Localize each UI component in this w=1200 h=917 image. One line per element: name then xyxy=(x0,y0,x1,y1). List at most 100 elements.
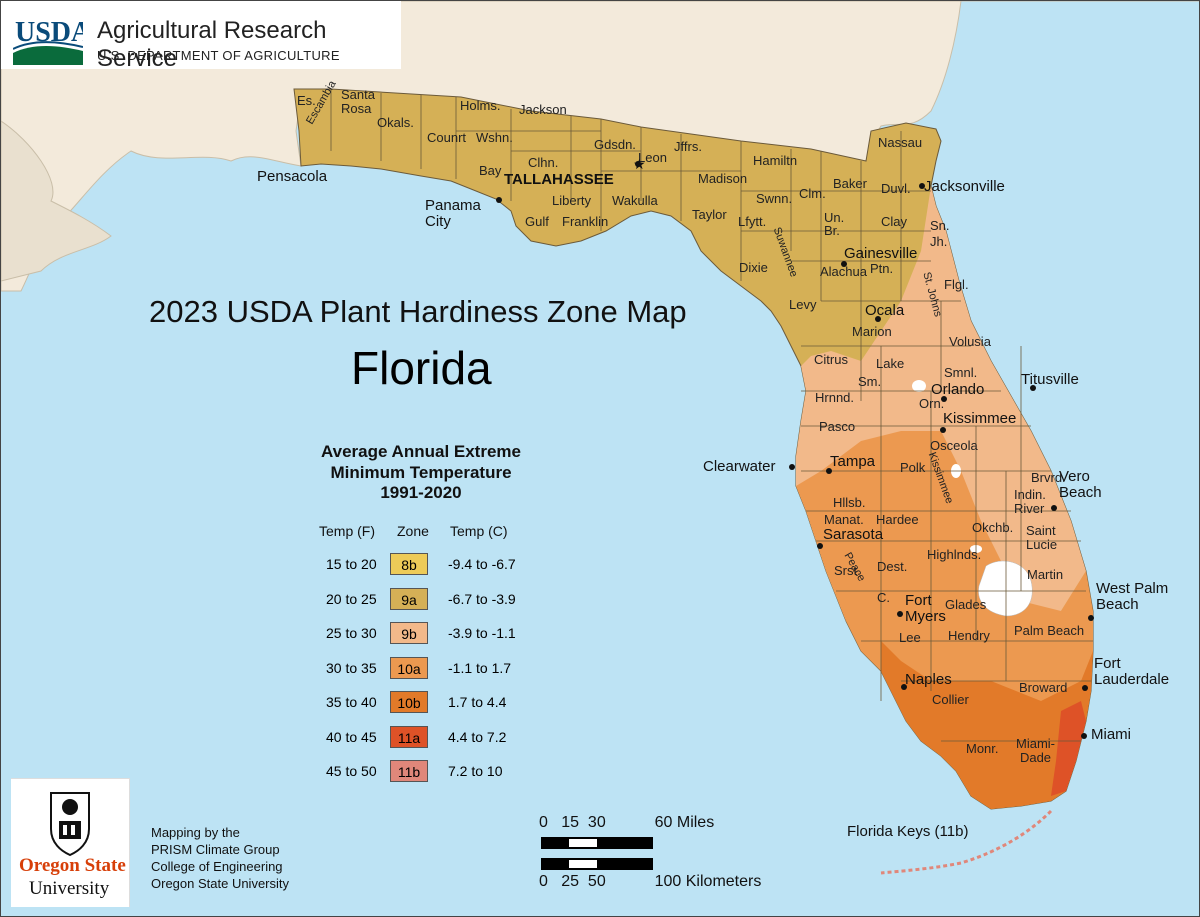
county-label: Santa Rosa xyxy=(341,87,375,116)
legend-title: Average Annual Extreme Minimum Temperatu… xyxy=(291,442,551,504)
county-label: Swnn. xyxy=(756,191,793,206)
credit-line: PRISM Climate Group xyxy=(151,841,280,857)
legend-temp-f: 35 to 40 xyxy=(326,694,377,710)
county-label: Lake xyxy=(876,356,905,371)
legend-row: 25 to 30 9b -3.9 to -1.1 xyxy=(301,622,561,646)
department-name: U.S. DEPARTMENT OF AGRICULTURE xyxy=(97,48,340,63)
legend-zone-swatch: 11b xyxy=(390,760,428,782)
county-label: Sm. xyxy=(858,374,882,389)
county-label: Smnl. xyxy=(944,365,978,380)
county-label: Pasco xyxy=(819,419,856,434)
legend-zone-swatch: 10b xyxy=(390,691,428,713)
county-label: Counrt xyxy=(427,130,467,145)
agency-name: Agricultural Research Service xyxy=(97,17,327,72)
county-label: Broward xyxy=(1019,680,1068,695)
county-label: Dest. xyxy=(877,559,908,574)
county-label: Indin. River xyxy=(1014,487,1046,516)
osu-beaver-icon xyxy=(50,792,90,857)
legend-header-zone: Zone xyxy=(397,523,429,539)
osu-name-line2: University xyxy=(29,878,110,899)
legend-header-temp-f: Temp (F) xyxy=(319,523,375,539)
legend-row: 15 to 20 8b -9.4 to -6.7 xyxy=(301,553,561,577)
county-label: Dixie xyxy=(739,260,768,275)
county-label: Wakulla xyxy=(612,193,658,208)
county-label: Hrnnd. xyxy=(815,390,855,405)
osu-logo-box: Oregon State University xyxy=(11,778,130,907)
county-label: Osceola xyxy=(930,438,978,453)
city-dots xyxy=(496,161,1094,739)
city-pensacola: Pensacola xyxy=(257,168,328,185)
legend-zone-swatch: 8b xyxy=(390,553,428,575)
legend-temp-f: 30 to 35 xyxy=(326,659,377,676)
county-label: Jh. xyxy=(930,234,948,249)
county-label: Jffrs. xyxy=(674,139,702,154)
credits: Mapping by the PRISM Climate Group Colle… xyxy=(151,825,289,893)
legend-zone-swatch: 11a xyxy=(390,725,428,748)
credit-line: Oregon State University xyxy=(151,875,290,891)
county-label: Okchb. xyxy=(972,520,1014,535)
county-label: Levy xyxy=(789,297,817,312)
county-label: Highlnds. xyxy=(927,547,982,562)
map-title: 2023 USDA Plant Hardiness Zone Map xyxy=(149,294,687,329)
legend-header-temp-c: Temp (C) xyxy=(450,523,508,539)
legend-row: 40 to 45 11a 4.4 to 7.2 xyxy=(301,725,561,750)
county-label: Saint Lucie xyxy=(1026,523,1058,552)
legend-temp-c: 4.4 to 7.2 xyxy=(448,728,507,745)
legend-zone-swatch: 9a xyxy=(390,587,428,610)
county-label: Hendry xyxy=(948,628,990,643)
county-label: Palm Beach xyxy=(1014,623,1085,638)
city-clearwater: Clearwater xyxy=(703,458,776,475)
county-label: Okals. xyxy=(377,115,414,130)
county-label: Polk xyxy=(900,460,926,475)
legend-temp-c: -1.1 to 1.7 xyxy=(448,659,512,676)
county-label: Clay xyxy=(881,214,908,229)
county-label: Sn. xyxy=(930,218,950,233)
county-label: Madison xyxy=(698,171,748,186)
legend-title-line: 1991-2020 xyxy=(380,483,462,503)
county-label: Nassau xyxy=(878,135,923,150)
legend-temp-f: 25 to 30 xyxy=(326,625,377,641)
usda-logo: USDA xyxy=(12,13,92,65)
city-gainesville: Gainesville xyxy=(844,245,918,262)
scale-bar-miles xyxy=(541,837,653,870)
scale-miles-label: 0 15 30 60 Miles xyxy=(539,814,715,831)
legend-temp-c: -6.7 to -3.9 xyxy=(448,590,516,607)
legend-temp-c: 7.2 to 10 xyxy=(448,763,503,779)
county-label: Wshn. xyxy=(476,130,513,145)
county-label: Volusia xyxy=(949,334,991,349)
county-label: Alachua xyxy=(820,264,867,279)
florida-zone-10b xyxy=(881,641,1093,809)
county-label: Franklin xyxy=(562,214,609,229)
county-label: Hardee xyxy=(876,512,919,527)
county-label: Un. xyxy=(824,210,845,225)
florida-zone-11a xyxy=(1051,701,1086,796)
county-label: Martin xyxy=(1027,567,1064,582)
city-jacksonville: Jacksonville xyxy=(924,178,1005,195)
county-label: Srst. xyxy=(834,563,861,578)
city-tallahassee: TALLAHASSEE xyxy=(504,171,614,188)
capital-star-icon: ★ xyxy=(633,156,646,172)
mississippi-delta xyxy=(1,120,112,282)
credit-line: Mapping by the xyxy=(151,825,240,840)
city-vero-beach: Vero Beach xyxy=(1059,468,1102,501)
city-panama-city: Panama City xyxy=(425,197,481,230)
legend-temp-c: -3.9 to -1.1 xyxy=(448,625,516,641)
legend-row: 45 to 50 11b 7.2 to 10 xyxy=(301,760,561,784)
legend-temp-f: 45 to 50 xyxy=(326,763,377,779)
city-sarasota: Sarasota xyxy=(823,526,884,543)
county-label: Es. xyxy=(297,93,316,108)
scale-km-label: 0 25 50 100 Kilometers xyxy=(539,873,762,890)
county-label: Flgl. xyxy=(944,277,969,292)
county-label: Orn. xyxy=(919,396,945,411)
county-label: C. xyxy=(877,590,890,605)
legend-temp-c: 1.7 to 4.4 xyxy=(448,694,507,710)
county-label: Citrus xyxy=(814,352,848,367)
county-label: Miami- Dade xyxy=(1016,736,1055,765)
city-tampa: Tampa xyxy=(830,453,876,470)
legend-title-line: Average Annual Extreme xyxy=(321,442,521,461)
city-fort-lauderdale: Fort Lauderdale xyxy=(1094,655,1170,688)
county-label: Baker xyxy=(833,176,867,191)
city-orlando: Orlando xyxy=(931,381,985,398)
